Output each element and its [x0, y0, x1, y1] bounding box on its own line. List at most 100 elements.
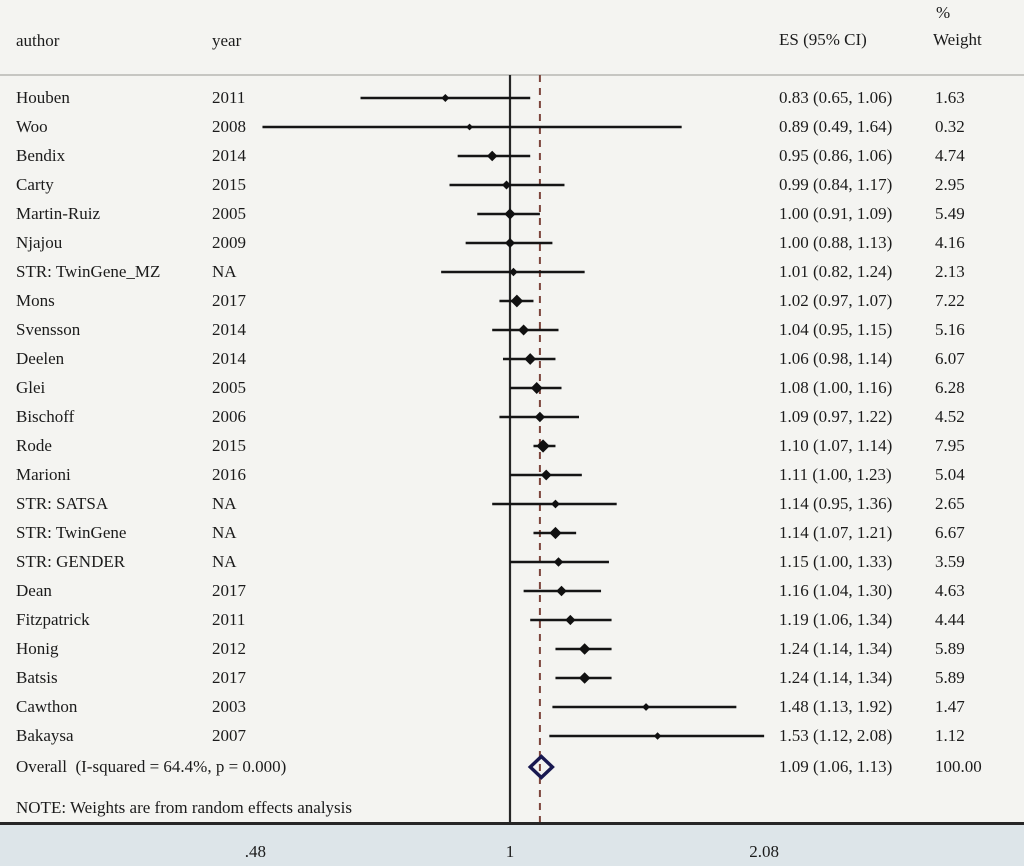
study-weight: 6.28 [935, 378, 965, 397]
study-author: Bakaysa [16, 726, 74, 745]
effect-marker [510, 294, 524, 308]
study-es-ci: 1.01 (0.82, 1.24) [779, 262, 893, 281]
study-es-ci: 1.15 (1.00, 1.33) [779, 552, 893, 571]
axis-tick-label: 1 [505, 842, 515, 861]
effect-marker [486, 150, 498, 162]
study-weight: 4.63 [935, 581, 965, 600]
effect-marker [530, 382, 543, 394]
effect-marker [501, 180, 512, 190]
study-es-ci: 1.06 (0.98, 1.14) [779, 349, 893, 368]
study-weight: 1.63 [935, 88, 965, 107]
study-year: 2003 [212, 697, 246, 716]
study-es-ci: 0.99 (0.84, 1.17) [779, 175, 893, 194]
study-year: 2017 [212, 291, 246, 310]
study-year: 2017 [212, 668, 246, 687]
study-es-ci: 1.00 (0.91, 1.09) [779, 204, 893, 223]
study-author: Glei [16, 378, 46, 397]
study-weight: 5.49 [935, 204, 965, 223]
study-author: Bischoff [16, 407, 75, 426]
study-es-ci: 1.10 (1.07, 1.14) [779, 436, 893, 455]
study-es-ci: 1.24 (1.14, 1.34) [779, 639, 893, 658]
overall-weight: 100.00 [935, 757, 982, 776]
column-header-weight: Weight [933, 30, 982, 49]
study-year: 2014 [212, 349, 246, 368]
effect-marker [551, 499, 560, 509]
study-year: 2012 [212, 639, 246, 658]
study-author: Marioni [16, 465, 71, 484]
study-weight: 6.07 [935, 349, 965, 368]
study-year: 2015 [212, 175, 246, 194]
effect-marker [536, 439, 550, 453]
study-year: 2007 [212, 726, 246, 745]
study-year: 2008 [212, 117, 246, 136]
study-author: Fitzpatrick [16, 610, 90, 629]
study-es-ci: 1.02 (0.97, 1.07) [779, 291, 893, 310]
effect-marker [518, 324, 530, 336]
study-weight: 7.22 [935, 291, 965, 310]
study-author: STR: TwinGene_MZ [16, 262, 161, 281]
study-year: 2017 [212, 581, 246, 600]
study-author: Carty [16, 175, 54, 194]
study-author: Svensson [16, 320, 81, 339]
study-year: NA [212, 552, 237, 571]
effect-marker [553, 557, 564, 567]
study-author: Batsis [16, 668, 58, 687]
study-author: Mons [16, 291, 55, 310]
study-weight: 5.16 [935, 320, 965, 339]
study-weight: 4.44 [935, 610, 965, 629]
effect-marker [524, 353, 537, 365]
study-es-ci: 0.83 (0.65, 1.06) [779, 88, 893, 107]
note-text: NOTE: Weights are from random effects an… [16, 798, 353, 817]
column-header-percent: % [936, 3, 951, 22]
study-weight: 5.89 [935, 639, 965, 658]
axis-tick-label: 2.08 [749, 842, 779, 861]
column-header-year: year [212, 31, 242, 50]
study-es-ci: 1.09 (0.97, 1.22) [779, 407, 893, 426]
overall-es-ci: 1.09 (1.06, 1.13) [779, 757, 893, 776]
study-author: Deelen [16, 349, 65, 368]
study-author: Cawthon [16, 697, 78, 716]
study-author: Woo [16, 117, 48, 136]
study-weight: 4.16 [935, 233, 965, 252]
study-year: 2011 [212, 88, 246, 107]
study-es-ci: 1.19 (1.06, 1.34) [779, 610, 893, 629]
study-es-ci: 1.14 (0.95, 1.36) [779, 494, 893, 513]
study-year: 2009 [212, 233, 246, 252]
effect-marker [565, 614, 576, 626]
effect-marker [504, 208, 516, 220]
study-year: NA [212, 523, 237, 542]
study-weight: 4.52 [935, 407, 965, 426]
study-year: 2011 [212, 610, 246, 629]
effect-marker [534, 411, 546, 423]
effect-marker [556, 585, 567, 597]
study-es-ci: 1.16 (1.04, 1.30) [779, 581, 893, 600]
study-author: STR: GENDER [16, 552, 126, 571]
study-weight: 2.95 [935, 175, 965, 194]
study-year: 2005 [212, 204, 246, 223]
study-author: Houben [16, 88, 70, 107]
effect-marker [578, 672, 591, 684]
effect-marker [642, 703, 650, 711]
study-es-ci: 1.04 (0.95, 1.15) [779, 320, 893, 339]
study-weight: 2.65 [935, 494, 965, 513]
effect-marker [549, 526, 562, 540]
effect-marker [653, 732, 662, 740]
study-es-ci: 1.00 (0.88, 1.13) [779, 233, 893, 252]
study-year: 2015 [212, 436, 246, 455]
study-year: 2006 [212, 407, 246, 426]
study-weight: 1.47 [935, 697, 965, 716]
study-es-ci: 1.08 (1.00, 1.16) [779, 378, 893, 397]
effect-marker [578, 643, 591, 655]
study-year: 2005 [212, 378, 246, 397]
study-author: Njajou [16, 233, 63, 252]
study-author: Dean [16, 581, 52, 600]
header-rule [0, 74, 1024, 76]
study-es-ci: 0.95 (0.86, 1.06) [779, 146, 893, 165]
overall-label: Overall (I-squared = 64.4%, p = 0.000) [16, 757, 287, 776]
study-weight: 1.12 [935, 726, 965, 745]
column-header-es-ci: ES (95% CI) [779, 30, 867, 49]
column-header-author: author [16, 31, 60, 50]
study-weight: 6.67 [935, 523, 965, 542]
